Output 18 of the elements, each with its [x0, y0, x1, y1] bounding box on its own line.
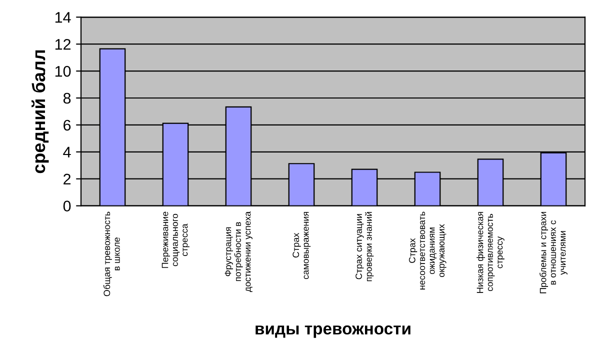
y-tick-label: 12 [55, 38, 71, 50]
y-tick-label: 8 [63, 92, 71, 104]
y-tick-label: 4 [63, 146, 71, 158]
x-tick-label: Страх самовыражения [292, 212, 311, 280]
x-tick-label: Низкая физическая сопротивляемость стрессу [476, 212, 504, 293]
x-tick-label: Проблемы и страхи в отношениях с учителями [540, 212, 568, 294]
x-tick-label: Общая тревожность в школе [103, 212, 120, 296]
y-axis-title: средний балл [32, 50, 49, 174]
y-tick-label: 0 [63, 200, 71, 212]
y-tick-label: 10 [55, 66, 71, 77]
x-tick-label: Страх несоответствовать ожиданиям окружающих [408, 212, 446, 290]
x-tick-label: Страх ситуации проверки знаний [356, 212, 374, 282]
x-tick-label: Переживание социального стресса [162, 212, 190, 268]
x-axis-title: виды тревожности [256, 325, 410, 338]
x-tick-label: Фрустрация потребности в достижении успеха [224, 211, 252, 292]
y-tick-label: 14 [55, 12, 71, 23]
y-tick-label: 2 [64, 174, 71, 184]
y-tick-label: 6 [64, 120, 71, 131]
